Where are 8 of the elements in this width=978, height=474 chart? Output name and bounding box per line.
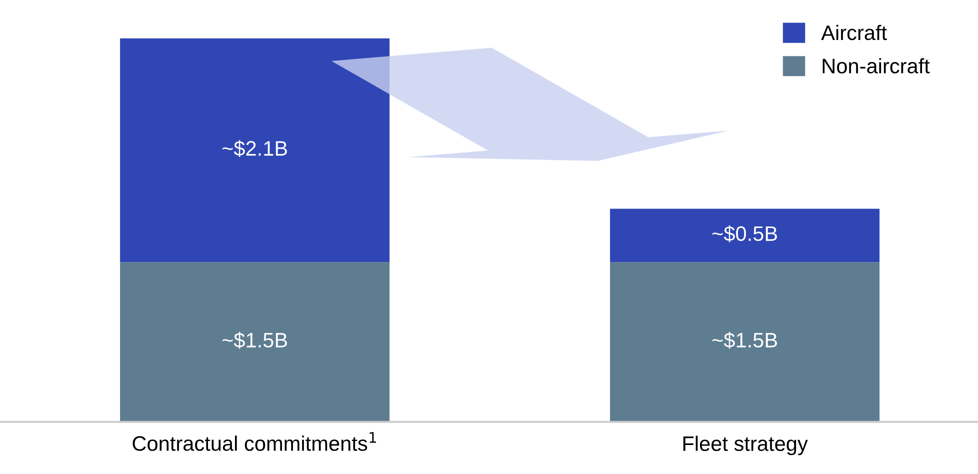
data-label: ~$0.5B [712,225,777,242]
data-label: ~$1.5B [712,332,777,349]
data-label: ~$2.1B [222,140,287,158]
data-label: ~$1.5B [222,332,287,349]
x-tick-label: Contractual commitments$^{1}$ [132,432,376,451]
legend-label: Non-aircraft [822,58,930,74]
legend-label: Aircraft [821,24,887,40]
x-tick-label: Fleet strategy [683,436,808,456]
